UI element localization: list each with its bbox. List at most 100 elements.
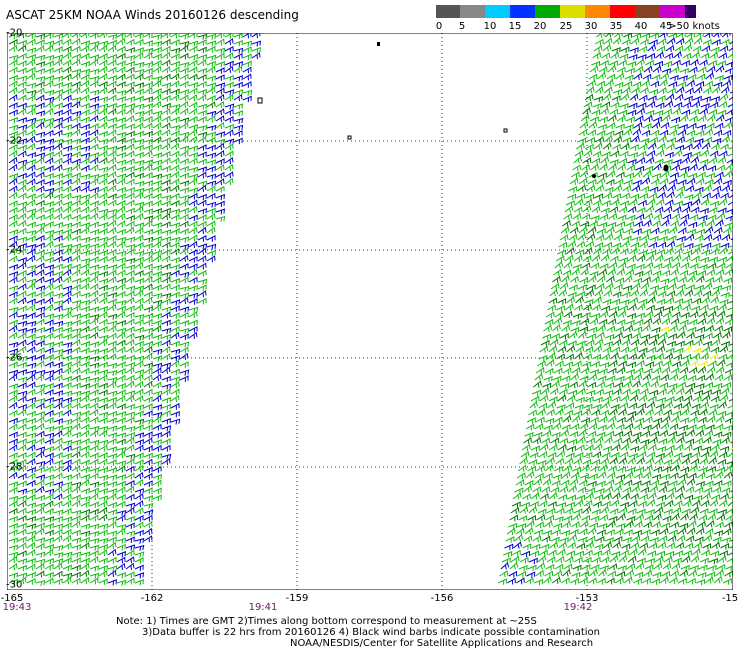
wind-barb [8,395,18,403]
wind-barb [98,172,108,180]
wind-barb [662,562,672,570]
wind-barb [8,409,18,417]
wind-barb [143,186,153,194]
wind-barb [80,551,91,558]
wind-barb [35,87,45,95]
wind-barb [98,96,109,103]
wind-barb [728,146,733,150]
wind-barb [669,123,679,131]
wind-barb [98,222,108,229]
wind-barb [44,409,54,417]
wind-barb [535,416,545,424]
wind-barb [206,136,216,144]
legend-label: 0 [435,21,443,32]
wind-barb [645,109,655,117]
wind-barb [711,338,721,346]
wind-barb [44,201,54,208]
wind-barb [536,360,546,368]
wind-barb [152,208,162,215]
wind-barb [566,445,576,453]
wind-barb [71,367,81,375]
wind-barb [89,135,99,143]
wind-barb [554,516,564,523]
wind-barb [600,207,610,215]
wind-barb [143,452,153,460]
wind-barb [726,411,733,418]
legend-label: 45 [659,21,673,32]
wind-barb [134,61,145,68]
wind-barb [559,485,569,493]
wind-barb [694,234,704,242]
wind-barb [98,426,109,432]
wind-barb [596,381,605,389]
wind-barb [682,304,691,312]
wind-barb [8,438,18,446]
wind-barb [698,263,708,271]
wind-barb [520,450,530,458]
wind-barb [723,170,733,178]
wind-barb [35,242,45,249]
wind-barb [587,430,597,438]
wind-barb [684,542,694,550]
wind-barb [125,562,135,570]
wind-barb [134,122,144,130]
wind-barb [656,95,666,102]
wind-barb [8,59,18,67]
wind-barb [703,282,713,290]
wind-barb [635,263,645,271]
wind-barb [644,212,654,220]
wind-barb [116,310,126,318]
wind-barb [509,562,519,570]
wind-barb [528,459,538,466]
wind-barb [693,37,703,45]
wind-barb [642,73,652,81]
wind-barb [71,451,81,459]
wind-barb [62,409,72,417]
wind-barb [35,542,45,550]
wind-barb [722,381,731,389]
wind-barb [8,163,18,171]
wind-barb [170,164,180,172]
wind-barb [657,87,667,95]
wind-barb [80,194,90,201]
wind-barb [682,401,692,409]
wind-barb [608,465,617,473]
wind-barb [523,535,533,543]
wind-barb [134,261,144,269]
wind-barb [26,298,36,305]
wind-barb [652,220,661,228]
wind-barb [80,137,90,144]
wind-barb [143,327,154,334]
wind-barb [134,205,144,213]
wind-barb [531,389,541,397]
wind-barb [134,95,144,103]
wind-barb [691,500,701,508]
wind-barb [536,514,546,522]
wind-barb [89,41,100,47]
wind-barb [649,436,658,444]
wind-barb [206,213,216,221]
pass-time-label: 19:41 [248,602,278,613]
wind-barb [649,284,659,292]
legend-label: 15 [508,21,522,32]
wind-barb [26,282,36,290]
wind-barb [62,172,72,180]
wind-barb [134,187,145,194]
wind-barb [170,388,180,396]
wind-barb [564,507,574,515]
wind-barb [116,556,126,564]
wind-barb [577,486,587,494]
wind-barb [170,241,180,249]
wind-barb [729,194,733,199]
wind-barb [628,152,638,159]
wind-barb [143,236,154,243]
wind-barb [143,193,153,200]
wind-barb [676,136,685,144]
wind-barb [80,262,90,270]
wind-barb [663,60,673,68]
wind-barb [535,367,545,375]
legend-swatch [610,5,635,18]
wind-barb [197,109,207,117]
wind-barb [8,173,18,180]
wind-barb [116,510,127,516]
